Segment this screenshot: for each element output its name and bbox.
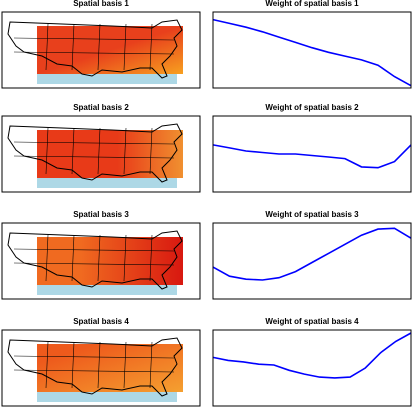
- weight-line: [212, 227, 412, 281]
- panel-title: Weight of spatial basis 3: [265, 210, 359, 219]
- basis-field: [37, 344, 183, 392]
- weight-panel: [212, 329, 412, 407]
- weight-line: [212, 18, 412, 87]
- basis-field: [37, 237, 183, 285]
- state-border: [45, 23, 49, 71]
- panel-frame: [212, 11, 412, 89]
- state-border: [45, 234, 49, 282]
- panel-frame: [1, 115, 201, 193]
- weight-panel: [212, 115, 412, 193]
- state-border: [13, 155, 175, 159]
- panel-frame: [1, 222, 201, 300]
- state-border: [71, 234, 75, 282]
- state-border: [149, 23, 153, 71]
- weight-panel: [212, 222, 412, 300]
- map-panel: [1, 11, 201, 89]
- state-border: [13, 37, 175, 41]
- panel-title: Weight of spatial basis 1: [265, 0, 359, 8]
- weight-panel: [212, 11, 412, 89]
- us-outline: [7, 230, 183, 290]
- panel-frame: [212, 115, 412, 193]
- map-panel: [1, 329, 201, 407]
- state-border: [149, 127, 153, 175]
- state-border: [13, 262, 175, 266]
- state-border: [149, 234, 153, 282]
- panel-title: Spatial basis 3: [73, 210, 129, 219]
- state-border: [45, 341, 49, 389]
- state-border: [97, 341, 101, 389]
- map-panel: [1, 115, 201, 193]
- state-border: [123, 127, 127, 175]
- map-panel: [1, 222, 201, 300]
- state-border: [13, 51, 175, 55]
- state-border: [123, 23, 127, 71]
- weight-line: [212, 332, 412, 379]
- state-border: [97, 23, 101, 71]
- state-border: [97, 234, 101, 282]
- panel-title: Weight of spatial basis 4: [265, 317, 359, 326]
- state-border: [13, 369, 175, 373]
- us-outline: [7, 337, 183, 397]
- us-outline: [7, 123, 183, 183]
- state-border: [71, 23, 75, 71]
- basis-field: [37, 26, 183, 74]
- panel-frame: [212, 329, 412, 407]
- state-border: [13, 141, 175, 145]
- state-border: [123, 234, 127, 282]
- panel-frame: [1, 11, 201, 89]
- state-border: [123, 341, 127, 389]
- state-border: [71, 341, 75, 389]
- panel-title: Spatial basis 2: [73, 103, 129, 112]
- state-border: [97, 127, 101, 175]
- panel-frame: [212, 222, 412, 300]
- state-border: [149, 341, 153, 389]
- panel-title: Spatial basis 1: [73, 0, 129, 8]
- basis-field: [37, 130, 183, 178]
- panel-frame: [1, 329, 201, 407]
- state-border: [45, 127, 49, 175]
- state-border: [13, 248, 175, 252]
- state-border: [13, 355, 175, 359]
- us-outline: [7, 19, 183, 79]
- weight-line: [212, 144, 412, 169]
- panel-title: Spatial basis 4: [73, 317, 129, 326]
- state-border: [71, 127, 75, 175]
- panel-title: Weight of spatial basis 2: [265, 103, 359, 112]
